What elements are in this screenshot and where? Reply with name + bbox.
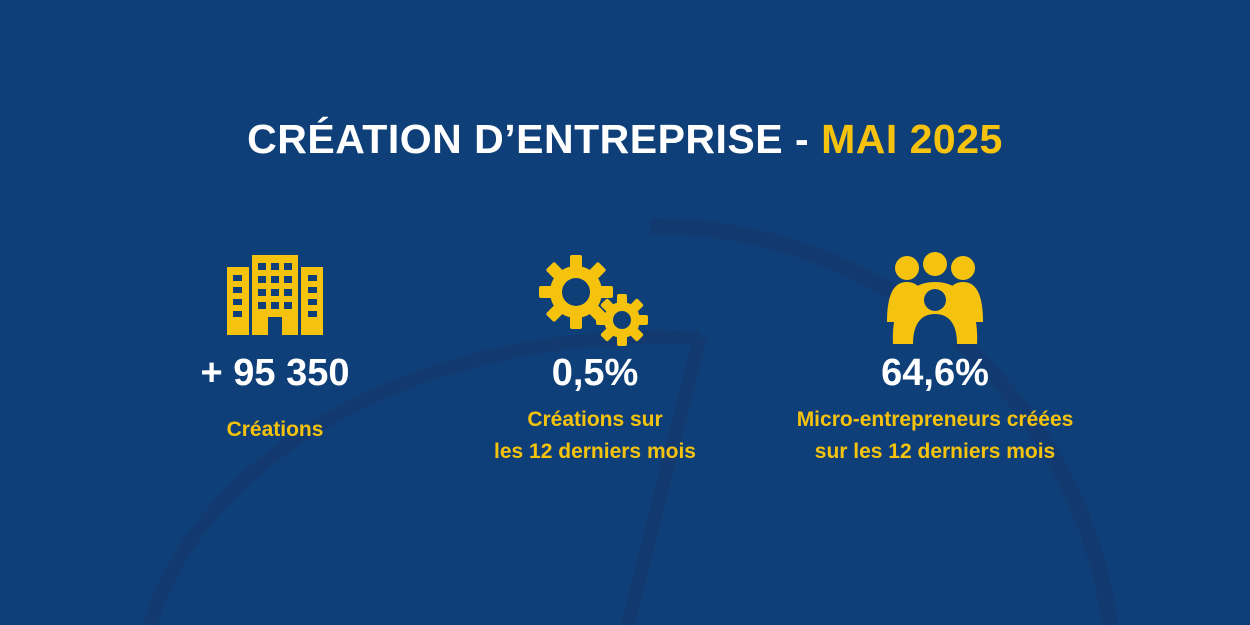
stat-caption-line1: Micro-entrepreneurs créées [796,408,1074,431]
stat-caption-line1: Créations sur [527,408,663,431]
stat-caption: Créations sur les 12 derniers mois [405,404,785,468]
background-diagonal [621,336,707,625]
stat-value: 0,5% [551,352,639,394]
stat-creations: + 95 350 Créations [85,0,465,625]
building-icon [224,255,326,335]
stat-micro-entrepreneurs: 64,6% Micro-entrepreneurs créées sur les… [745,0,1125,625]
stat-caption: Micro-entrepreneurs créées sur les 12 de… [745,404,1125,468]
stat-caption-line2: les 12 derniers mois [494,440,696,463]
stat-caption-line1: Créations [226,418,324,441]
stat-growth: 0,5% Créations sur les 12 derniers mois [405,0,785,625]
stat-value: 64,6% [881,352,989,394]
stat-caption: Créations [85,414,465,446]
stat-caption-line2: sur les 12 derniers mois [814,440,1056,463]
stat-value: + 95 350 [200,352,350,394]
background-arc-inner [143,329,701,625]
title-highlight: MAI 2025 [821,116,1003,162]
page-title: CRÉATION D’ENTREPRISE - MAI 2025 [0,116,1250,163]
gears-icon [538,254,652,348]
title-main: CRÉATION D’ENTREPRISE [247,116,784,162]
people-group-icon [887,252,983,344]
title-separator: - [783,116,822,162]
